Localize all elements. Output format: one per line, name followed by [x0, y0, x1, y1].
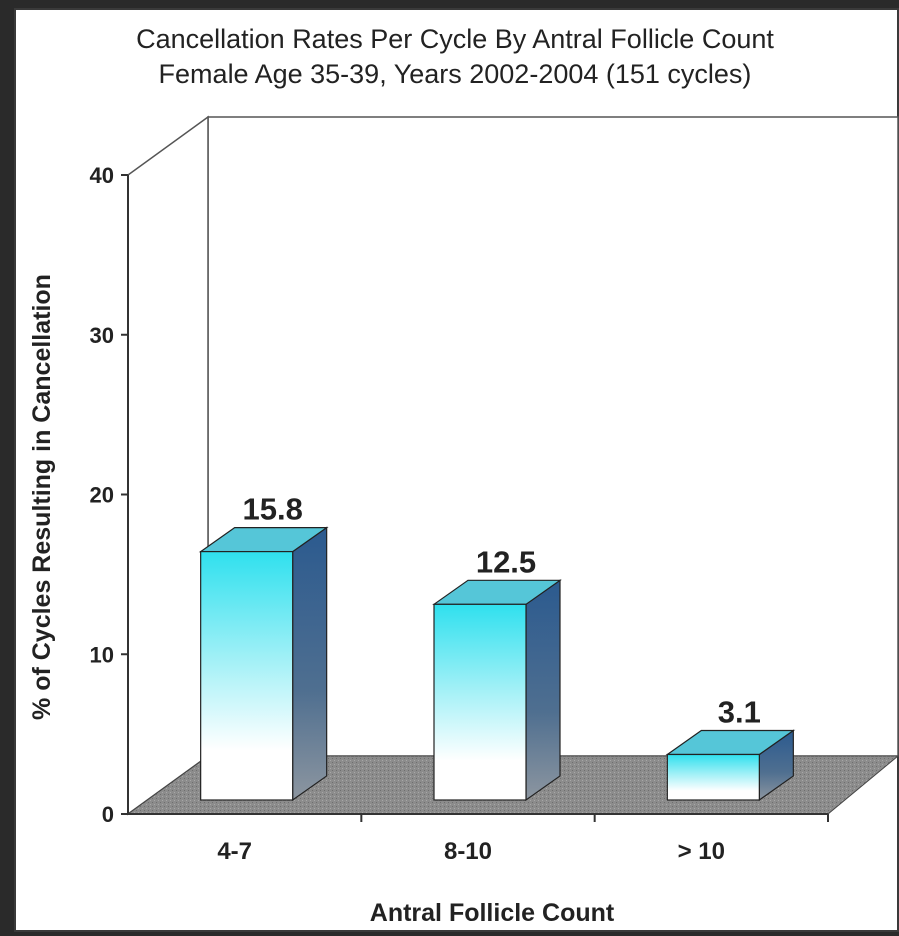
data-label: 15.8 — [242, 492, 302, 527]
chart-subtitle: Female Age 35-39, Years 2002-2004 (151 c… — [159, 59, 752, 89]
x-axis-categories: 4-7 8-10 > 10 — [217, 814, 829, 865]
chart-title: Cancellation Rates Per Cycle By Antral F… — [136, 24, 774, 54]
y-tick-label: 40 — [90, 163, 114, 188]
bar-side — [525, 579, 561, 802]
side-wall — [127, 115, 209, 816]
bar-group: 12.5 — [432, 544, 562, 802]
bar-group: 15.8 — [198, 492, 329, 802]
bar-group: 3.1 — [665, 694, 796, 802]
y-axis-ticks: 0 10 20 30 40 — [90, 163, 128, 827]
bar — [433, 603, 527, 801]
x-tick-label: 8-10 — [444, 838, 492, 865]
x-tick-label: > 10 — [678, 838, 725, 865]
bar — [666, 753, 760, 801]
y-tick-label: 30 — [90, 323, 114, 348]
y-tick-label: 0 — [102, 802, 114, 827]
bar — [200, 550, 294, 801]
bar-chart: Cancellation Rates Per Cycle By Antral F… — [28, 24, 899, 927]
bar-side — [292, 526, 328, 802]
data-label: 12.5 — [476, 544, 536, 579]
data-label: 3.1 — [718, 694, 761, 729]
y-axis-label: % of Cycles Resulting in Cancellation — [28, 274, 56, 720]
x-axis-label: Antral Follicle Count — [370, 899, 615, 927]
y-tick-label: 10 — [90, 642, 114, 667]
x-tick-label: 4-7 — [217, 838, 252, 865]
chart-area: Cancellation Rates Per Cycle By Antral F… — [14, 8, 899, 932]
bars: 15.8 12.5 3.1 — [198, 492, 796, 802]
y-tick-label: 20 — [90, 483, 114, 508]
